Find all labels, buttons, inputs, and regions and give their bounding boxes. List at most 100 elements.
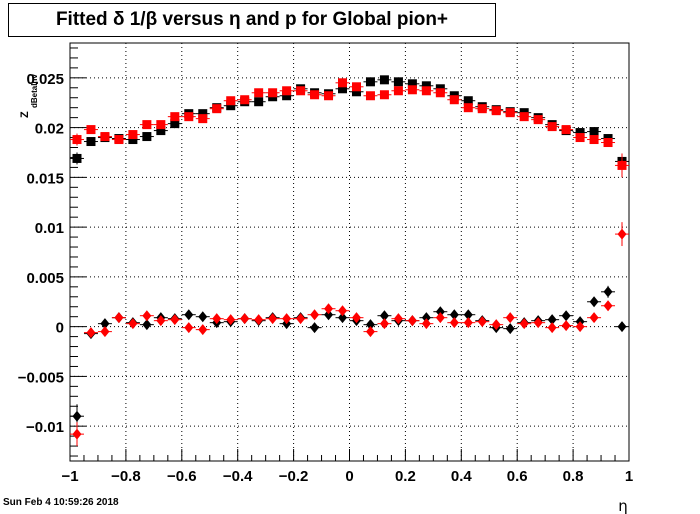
data-point xyxy=(338,312,348,324)
data-point xyxy=(324,303,334,315)
data-point xyxy=(533,115,543,125)
plot-frame xyxy=(69,42,630,462)
data-point xyxy=(170,112,180,122)
x-tick-label: 0.6 xyxy=(507,468,528,485)
data-point xyxy=(407,315,417,327)
x-tick-label: 1 xyxy=(625,468,633,485)
data-point xyxy=(365,77,375,87)
data-point xyxy=(477,104,487,114)
data-point xyxy=(575,128,585,138)
data-point xyxy=(100,318,110,330)
data-point xyxy=(449,317,459,329)
y-tick-label: 0.01 xyxy=(35,220,64,237)
data-point xyxy=(421,86,431,96)
data-point xyxy=(491,319,501,331)
data-point xyxy=(198,311,208,323)
data-point xyxy=(435,312,445,324)
x-tick-label: −0.2 xyxy=(279,468,309,485)
data-point xyxy=(435,306,445,318)
data-point xyxy=(156,126,166,136)
data-point xyxy=(519,112,529,122)
x-tick-label: 0.4 xyxy=(451,468,473,485)
data-point xyxy=(603,138,613,148)
x-tick-label: −0.8 xyxy=(111,468,141,485)
data-point xyxy=(547,122,557,132)
data-point xyxy=(296,313,306,325)
data-point xyxy=(142,132,152,142)
y-tick-label: −0.01 xyxy=(26,419,64,436)
data-point xyxy=(310,90,320,100)
data-point xyxy=(561,125,571,135)
data-point xyxy=(212,104,222,114)
y-tick-label: 0.02 xyxy=(35,121,64,138)
x-tick-label: 0.2 xyxy=(395,468,416,485)
data-point xyxy=(421,318,431,330)
data-point xyxy=(463,309,473,321)
data-point xyxy=(72,428,82,440)
data-point xyxy=(589,296,599,308)
data-point xyxy=(212,313,222,325)
y-axis-label: Z xyxy=(19,111,31,118)
data-point xyxy=(100,326,110,338)
series-3 xyxy=(70,222,629,447)
data-point xyxy=(365,326,375,338)
axis-labels: Z dBetaInv η xyxy=(19,74,628,514)
data-point xyxy=(198,109,208,119)
data-point xyxy=(100,132,110,142)
data-point xyxy=(86,327,96,339)
data-point xyxy=(617,160,627,170)
series-1 xyxy=(70,78,629,178)
data-point xyxy=(365,91,375,101)
data-point xyxy=(324,91,334,101)
x-tick-label: −0.4 xyxy=(223,468,253,485)
data-point xyxy=(407,79,417,89)
data-point xyxy=(310,309,320,321)
data-point xyxy=(589,127,599,137)
y-tick-label: 0 xyxy=(56,320,64,337)
data-point xyxy=(338,84,348,94)
y-axis-sublabel: dBetaInv xyxy=(30,74,39,108)
data-point xyxy=(240,313,250,325)
data-point xyxy=(351,312,361,324)
data-point xyxy=(296,86,306,96)
data-point xyxy=(268,313,278,325)
data-point xyxy=(282,313,292,325)
data-points xyxy=(70,75,629,447)
y-tick-label: 0.005 xyxy=(26,270,64,287)
data-point xyxy=(184,112,194,122)
data-point xyxy=(421,312,431,324)
data-point xyxy=(142,310,152,322)
data-point xyxy=(505,312,515,324)
data-point xyxy=(617,321,627,333)
data-point xyxy=(603,300,613,312)
data-point xyxy=(561,310,571,322)
data-point xyxy=(72,410,82,422)
data-point xyxy=(268,88,278,98)
data-point xyxy=(617,228,627,240)
x-axis-label: η xyxy=(618,497,628,514)
y-tick-label: 0.025 xyxy=(26,71,64,88)
chart-title: Fitted δ 1/β versus η and p for Global p… xyxy=(55,9,449,30)
data-point xyxy=(240,95,250,105)
data-point xyxy=(226,101,236,111)
x-tick-label: −0.6 xyxy=(167,468,197,485)
data-point xyxy=(435,88,445,98)
data-point xyxy=(547,322,557,334)
data-point xyxy=(477,316,487,328)
data-point xyxy=(421,81,431,91)
data-point xyxy=(156,315,166,327)
data-point xyxy=(575,321,585,333)
data-point xyxy=(142,319,152,331)
x-tick-label: −1 xyxy=(61,468,78,485)
data-point xyxy=(379,318,389,330)
data-point xyxy=(547,314,557,326)
data-point xyxy=(393,77,403,87)
data-point xyxy=(393,313,403,325)
data-point xyxy=(351,87,361,97)
grid-lines xyxy=(70,43,629,461)
data-point xyxy=(170,314,180,326)
data-point xyxy=(114,135,124,145)
data-point xyxy=(128,135,138,145)
axis-ticks: −1 −0.8 −0.6 −0.4 −0.2 0 0.2 0.4 0.6 0.8 1 −0.01 −0.… xyxy=(18,47,633,485)
